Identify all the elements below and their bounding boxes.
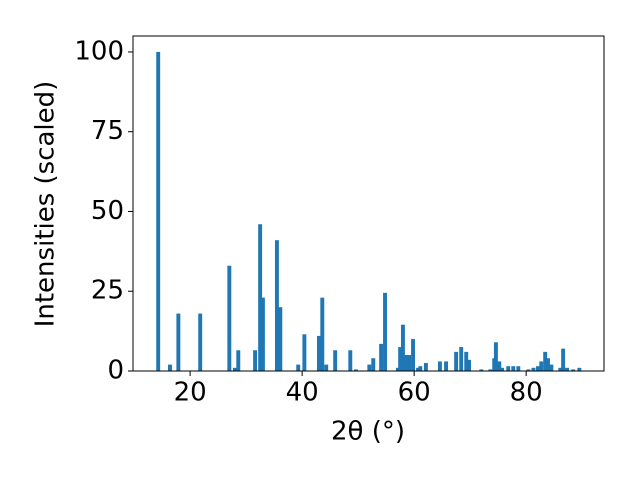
- bar: [558, 367, 563, 371]
- plot-frame: [132, 35, 605, 372]
- bar: [348, 350, 353, 371]
- y-tick-label: 0: [107, 356, 124, 386]
- bar: [274, 240, 279, 371]
- bar: [407, 355, 412, 371]
- bar: [320, 297, 325, 371]
- bar: [516, 366, 521, 371]
- bar: [531, 367, 536, 371]
- bar: [296, 364, 301, 371]
- bar: [423, 363, 428, 371]
- bar: [379, 343, 384, 371]
- bar: [258, 224, 263, 371]
- bar: [546, 358, 550, 371]
- bar: [398, 347, 403, 371]
- bar: [253, 350, 258, 371]
- bar: [232, 367, 237, 371]
- bar: [459, 347, 464, 371]
- bar: [539, 361, 544, 371]
- x-tick-label: 40: [286, 378, 319, 408]
- bar: [479, 369, 484, 371]
- bar: [302, 334, 307, 371]
- bar: [493, 342, 498, 371]
- bar: [260, 297, 265, 371]
- bar: [316, 335, 321, 371]
- bar: [227, 265, 232, 371]
- bar: [535, 366, 540, 371]
- bar: [156, 51, 161, 371]
- bar: [371, 358, 376, 371]
- y-tick-label: 75: [91, 116, 124, 146]
- bar: [511, 366, 516, 371]
- y-axis-label: Intensities (scaled): [31, 81, 61, 328]
- bar: [506, 366, 511, 371]
- bar: [464, 351, 469, 371]
- bar: [400, 324, 405, 371]
- bar: [454, 351, 459, 371]
- bar: [497, 361, 502, 371]
- bar: [168, 364, 172, 371]
- bar: [565, 367, 569, 371]
- bar: [236, 350, 241, 371]
- x-tick-label: 80: [510, 378, 543, 408]
- x-axis-label: 2θ (°): [331, 417, 405, 447]
- bar: [353, 369, 358, 371]
- bar: [418, 366, 423, 371]
- bar: [367, 364, 372, 371]
- x-tick-label: 20: [174, 378, 207, 408]
- bar: [404, 355, 409, 371]
- bar: [543, 351, 548, 371]
- bar: [411, 339, 415, 371]
- bar: [561, 348, 566, 371]
- bar: [467, 359, 471, 371]
- bar: [383, 292, 387, 371]
- bar: [577, 367, 582, 371]
- y-tick-label: 50: [91, 196, 124, 226]
- bar: [437, 361, 442, 371]
- bar: [324, 364, 329, 371]
- bar: [176, 313, 181, 371]
- bar: [571, 369, 576, 371]
- bar: [395, 367, 400, 371]
- bar: [549, 364, 554, 371]
- x-tick-label: 60: [398, 378, 431, 408]
- y-tick-label: 100: [74, 36, 124, 66]
- bar: [526, 369, 531, 371]
- bar: [488, 369, 493, 371]
- bar: [416, 367, 421, 371]
- bar: [500, 367, 505, 371]
- bar: [278, 307, 283, 371]
- bar: [333, 350, 338, 371]
- y-tick-label: 25: [91, 276, 124, 306]
- bar: [198, 313, 203, 371]
- bar: [444, 361, 449, 371]
